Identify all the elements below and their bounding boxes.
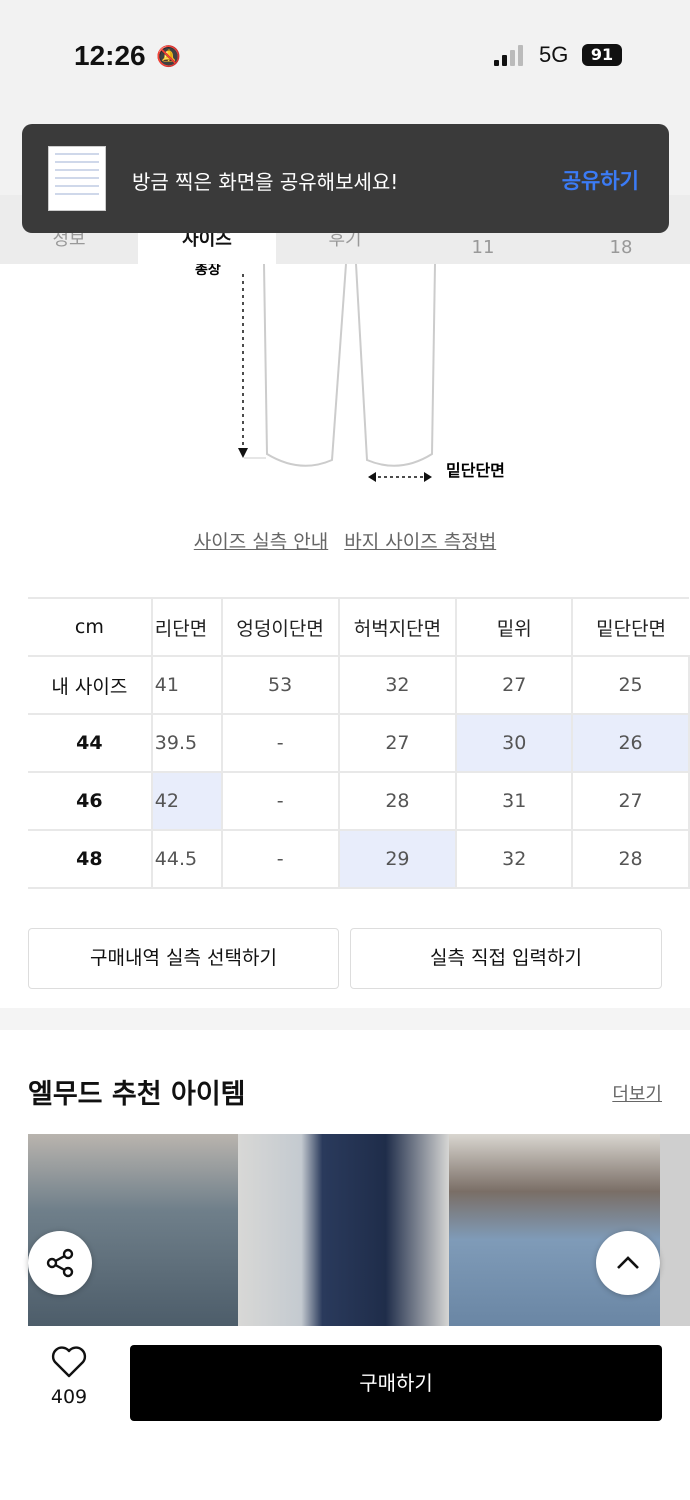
scroll-top-button[interactable] — [596, 1231, 660, 1295]
cell: 39.5 — [150, 713, 223, 773]
screenshot-share-toast: 방금 찍은 화면을 공유해보세요! 공유하기 — [22, 124, 669, 233]
clock: 12:26 — [74, 40, 146, 71]
signal-icon — [494, 44, 523, 66]
like-count: 409 — [50, 1386, 88, 1408]
cell: 26 — [571, 713, 690, 773]
table-row: 46 42 - 28 31 27 — [28, 771, 690, 831]
table-row: 44 39.5 - 27 30 26 — [28, 713, 690, 773]
cell: 27 — [337, 713, 458, 773]
toast-share-button[interactable]: 공유하기 — [561, 169, 639, 193]
size-guide-links: 사이즈 실측 안내 바지 사이즈 측정법 — [0, 527, 690, 554]
cell: 28 — [337, 771, 458, 831]
product-image[interactable] — [238, 1134, 449, 1326]
header-cell: 허벅지단면 — [337, 597, 458, 657]
recommend-title: 엘무드 추천 아이템 — [28, 1079, 246, 1110]
hem-label: 밑단단면 — [446, 461, 505, 480]
tab-info[interactable]: 정보 — [52, 229, 86, 250]
cell: 30 — [455, 713, 574, 773]
network-type: 5G — [539, 42, 569, 67]
header-cell: 리단면 — [150, 597, 223, 657]
cell: 41 — [150, 655, 223, 715]
more-link[interactable]: 더보기 — [612, 1084, 662, 1105]
cell: 29 — [337, 829, 458, 889]
size-guide-link[interactable]: 사이즈 실측 안내 — [193, 531, 329, 553]
cell: 25 — [571, 655, 690, 715]
tab-count-2[interactable]: 18 — [609, 237, 633, 258]
toast-message: 방금 찍은 화면을 공유해보세요! — [132, 170, 399, 194]
cell: - — [220, 771, 340, 831]
cell: - — [220, 829, 340, 889]
section-divider — [0, 1008, 690, 1030]
tab-review[interactable]: 후기 — [328, 229, 362, 250]
select-purchase-history-button[interactable]: 구매내역 실측 선택하기 — [28, 928, 339, 989]
product-image[interactable] — [660, 1134, 690, 1326]
cell: 27 — [571, 771, 690, 831]
battery-icon: 91 — [582, 44, 622, 66]
cell: - — [220, 713, 340, 773]
table-header-row: cm 리단면 엉덩이단면 허벅지단면 밑위 밑단단면 — [28, 597, 689, 657]
product-image[interactable] — [449, 1134, 660, 1326]
cell: 32 — [337, 655, 458, 715]
like-button[interactable]: 409 — [36, 1346, 102, 1408]
header-cell: 밑위 — [455, 597, 574, 657]
pants-diagram: 총장 밑단단면 — [0, 261, 690, 504]
row-label: 46 — [28, 771, 153, 831]
table-row: 내 사이즈 41 53 32 27 25 — [28, 655, 690, 715]
table-row: 48 44.5 - 29 32 28 — [28, 829, 690, 889]
row-label: 내 사이즈 — [28, 655, 153, 715]
product-image[interactable] — [28, 1134, 238, 1326]
cell: 42 — [150, 771, 223, 831]
cell: 32 — [455, 829, 574, 889]
screenshot-thumbnail[interactable] — [48, 146, 106, 211]
chevron-up-icon — [617, 1256, 639, 1269]
measure-guide-link[interactable]: 바지 사이즈 측정법 — [344, 531, 497, 553]
tab-count-1[interactable]: 11 — [471, 237, 495, 258]
length-label: 총장 — [195, 264, 221, 278]
cell: 27 — [455, 655, 574, 715]
row-label: 44 — [28, 713, 153, 773]
row-label: 48 — [28, 829, 153, 889]
cell: 28 — [571, 829, 690, 889]
cell: 44.5 — [150, 829, 223, 889]
bell-muted-icon: 🔕 — [156, 44, 181, 68]
header-cell: 밑단단면 — [571, 597, 689, 657]
buy-button[interactable]: 구매하기 — [130, 1345, 662, 1421]
cell: 53 — [220, 655, 340, 715]
cell: 31 — [455, 771, 574, 831]
header-cell: 엉덩이단면 — [220, 597, 340, 657]
share-icon — [46, 1248, 74, 1278]
share-button[interactable] — [28, 1231, 92, 1295]
size-table: cm 리단면 엉덩이단면 허벅지단면 밑위 밑단단면 내 사이즈 41 53 3… — [28, 597, 690, 889]
heart-icon — [51, 1346, 87, 1378]
header-cell: cm — [28, 597, 153, 657]
enter-measurements-button[interactable]: 실측 직접 입력하기 — [350, 928, 662, 989]
